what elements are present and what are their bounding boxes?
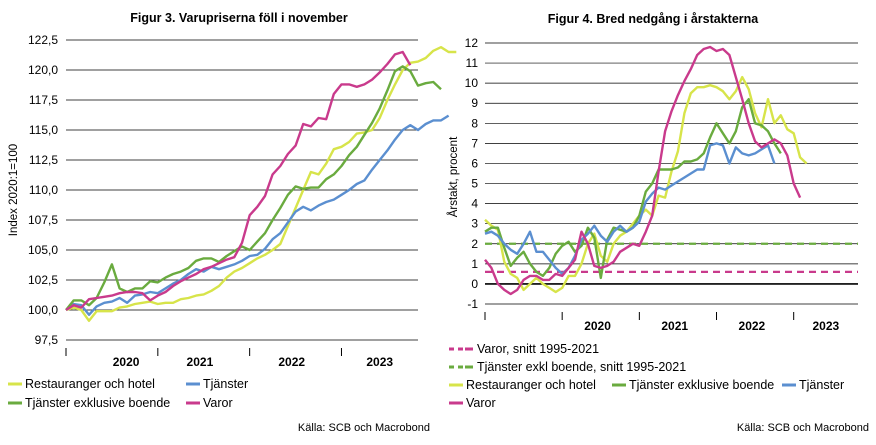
fig4-ytick-label: 8 xyxy=(471,116,478,130)
fig3-ytick-label: 97,5 xyxy=(35,333,59,347)
fig4-year-label: 2023 xyxy=(812,319,839,333)
fig4-ytick-label: 2 xyxy=(471,237,478,251)
fig4-ytick-label: 0 xyxy=(471,277,478,291)
fig3-series-line xyxy=(65,46,457,322)
fig3-ytick-label: 102,5 xyxy=(28,273,58,287)
fig3-legend-label: Varor xyxy=(203,396,233,410)
fig4-legend-label: Restauranger och hotel xyxy=(466,378,596,392)
fig3-year-label: 2023 xyxy=(366,355,393,369)
fig3-ytick-label: 107,5 xyxy=(28,213,58,227)
fig4-ytick-label: 1 xyxy=(471,257,478,271)
fig4-title: Figur 4. Bred nedgång i årstakterna xyxy=(548,12,760,26)
fig4-year-label: 2021 xyxy=(661,319,688,333)
fig3-series-line xyxy=(65,50,412,312)
fig3-ytick-label: 117,5 xyxy=(29,93,58,107)
fig3-ytick-label: 100,0 xyxy=(28,303,58,317)
fig4-legend-label: Varor xyxy=(466,396,496,410)
fig3-year-label: 2020 xyxy=(113,355,140,369)
fig3-legend-label: Tjänster exklusive boende xyxy=(25,396,170,410)
fig4-legend: Varor, snitt 1995-2021 Tjänster exkl boen… xyxy=(449,342,844,410)
fig3-series-line xyxy=(65,114,450,316)
fig3-series-line xyxy=(65,65,442,311)
fig4-series-line xyxy=(484,97,782,280)
fig4-ytick-label: 12 xyxy=(465,36,479,50)
fig4-ytick-label: 10 xyxy=(465,76,479,90)
fig4-series-line xyxy=(484,45,802,296)
fig3-ytick-label: 122,5 xyxy=(28,33,58,47)
fig4-ytick-label: -1 xyxy=(467,297,478,311)
fig3-year-label: 2021 xyxy=(187,355,214,369)
fig4-year-label: 2020 xyxy=(584,319,611,333)
fig3-ytick-label: 120,0 xyxy=(28,63,58,77)
fig4-ytick-label: 4 xyxy=(471,197,478,211)
fig4-ytick-label: 7 xyxy=(471,136,478,150)
fig3-ylabel: Index 2020:1=100 xyxy=(8,144,20,236)
fig4-ytick-label: 6 xyxy=(471,156,478,170)
fig3-ytick-label: 112,5 xyxy=(29,153,58,167)
fig4-ytick-label: 3 xyxy=(471,217,478,231)
fig4-source: Källa: SCB och Macrobond xyxy=(737,422,869,434)
fig4-year-label: 2022 xyxy=(739,319,766,333)
fig3-title: Figur 3. Varupriserna föll i november xyxy=(130,11,348,25)
fig4-series-line xyxy=(484,142,776,276)
fig3-legend-label: Tjänster xyxy=(203,377,248,391)
fig3-legend-label: Restauranger och hotel xyxy=(25,377,155,391)
fig3-year-label: 2022 xyxy=(278,355,305,369)
fig4-legend-label: Varor, snitt 1995-2021 xyxy=(477,342,599,356)
fig4-ytick-label: 11 xyxy=(466,56,479,70)
fig3-ytick-label: 115,0 xyxy=(29,123,58,137)
fig3-ytick-label: 105,0 xyxy=(28,243,58,257)
fig3-plot: 97,5 100,0 102,5 105,0 107,5 110,0 112,5 115,0 1… xyxy=(28,33,457,369)
fig4-legend-label: Tjänster xyxy=(799,378,844,392)
fig4-series-line xyxy=(484,75,808,294)
fig4-ylabel: Årstakt, procent xyxy=(447,136,460,217)
fig3-ytick-label: 110,0 xyxy=(29,183,58,197)
fig4-ytick-label: 9 xyxy=(471,96,478,110)
fig3-source: Källa: SCB och Macrobond xyxy=(298,422,430,434)
fig3-legend: Restauranger och hotel Tjänster Tjänster e… xyxy=(8,377,248,410)
fig4-legend-label: Tjänster exkl boende, snitt 1995-2021 xyxy=(477,360,686,374)
fig4-legend-label: Tjänster exklusive boende xyxy=(629,378,774,392)
fig4-ytick-label: 5 xyxy=(471,177,478,191)
